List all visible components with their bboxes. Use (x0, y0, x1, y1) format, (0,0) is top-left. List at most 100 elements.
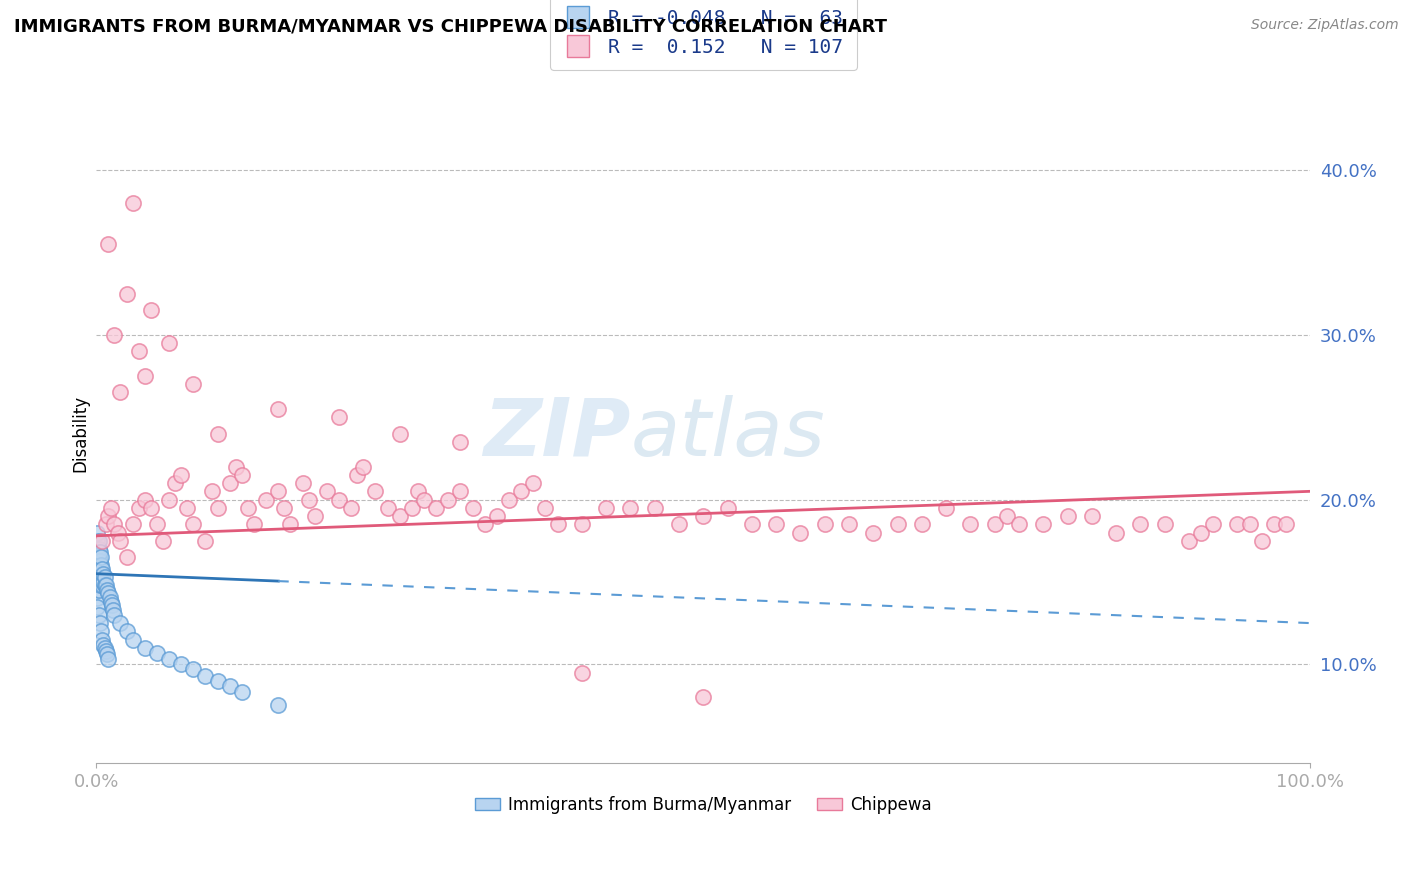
Point (134, 369, 156, 384)
Point (146, 517, 169, 532)
Point (225, 459, 247, 474)
Point (388, 509, 411, 524)
Point (121, 517, 143, 532)
Point (93, 574, 115, 589)
Point (595, 500, 617, 515)
Point (128, 500, 150, 515)
Point (89, 553, 111, 567)
Point (86, 566, 108, 581)
Point (110, 616, 132, 631)
Point (87, 558, 110, 573)
Point (254, 492, 277, 507)
Point (103, 607, 125, 622)
Point (692, 690, 714, 705)
Point (911, 517, 934, 532)
Point (352, 459, 374, 474)
Point (377, 500, 399, 515)
Point (97, 237, 120, 252)
Point (89, 545, 111, 559)
Point (406, 484, 429, 499)
Point (93, 640, 115, 655)
Point (644, 500, 666, 515)
Point (346, 467, 368, 482)
Point (128, 344, 150, 359)
Point (139, 303, 162, 318)
Point (1081, 509, 1104, 524)
Point (304, 509, 326, 524)
Text: atlas: atlas (630, 394, 825, 473)
Point (273, 500, 295, 515)
Point (200, 484, 222, 499)
Point (146, 646, 169, 660)
Point (668, 517, 690, 532)
Point (100, 595, 122, 609)
Point (1032, 517, 1054, 532)
Text: ZIP: ZIP (484, 394, 630, 473)
Point (692, 509, 714, 524)
Point (115, 286, 138, 301)
Point (328, 410, 350, 425)
Point (619, 500, 641, 515)
Point (388, 426, 411, 441)
Point (115, 624, 138, 639)
Point (437, 492, 460, 507)
Point (96, 648, 118, 662)
Point (100, 500, 122, 515)
Point (87, 550, 110, 565)
Point (207, 426, 229, 441)
Point (90, 558, 112, 573)
Point (547, 517, 569, 532)
Point (181, 377, 204, 392)
Point (1275, 517, 1298, 532)
Point (134, 640, 156, 655)
Point (87, 566, 110, 581)
Point (1178, 533, 1201, 548)
Point (510, 484, 533, 499)
Point (157, 492, 180, 507)
Point (90, 566, 112, 581)
Point (97, 509, 120, 524)
Point (181, 517, 204, 532)
Point (110, 533, 132, 548)
Point (94, 644, 117, 658)
Point (101, 603, 124, 617)
Point (96, 583, 118, 598)
Point (571, 665, 593, 680)
Point (152, 533, 174, 548)
Point (267, 484, 290, 499)
Point (91, 562, 114, 576)
Point (139, 500, 162, 515)
Point (93, 638, 115, 652)
Text: IMMIGRANTS FROM BURMA/MYANMAR VS CHIPPEWA DISABILITY CORRELATION CHART: IMMIGRANTS FROM BURMA/MYANMAR VS CHIPPEW… (14, 18, 887, 36)
Point (413, 492, 436, 507)
Point (93, 566, 115, 581)
Point (121, 196, 143, 211)
Point (449, 484, 471, 499)
Point (364, 484, 387, 499)
Point (267, 698, 290, 713)
Point (1153, 517, 1175, 532)
Point (87, 583, 110, 598)
Point (101, 598, 124, 612)
Point (1239, 517, 1261, 532)
Y-axis label: Disability: Disability (72, 395, 89, 472)
Point (207, 500, 229, 515)
Point (291, 476, 314, 491)
Point (935, 500, 957, 515)
Point (959, 517, 981, 532)
Point (814, 517, 837, 532)
Point (1226, 517, 1249, 532)
Point (87, 541, 110, 556)
Point (231, 685, 253, 699)
Point (93, 570, 115, 584)
Point (886, 517, 908, 532)
Point (107, 525, 129, 540)
Point (280, 517, 302, 532)
Point (89, 616, 111, 631)
Point (765, 517, 787, 532)
Point (181, 662, 204, 676)
Point (231, 467, 253, 482)
Point (86, 558, 108, 573)
Point (789, 525, 811, 540)
Point (98, 590, 121, 604)
